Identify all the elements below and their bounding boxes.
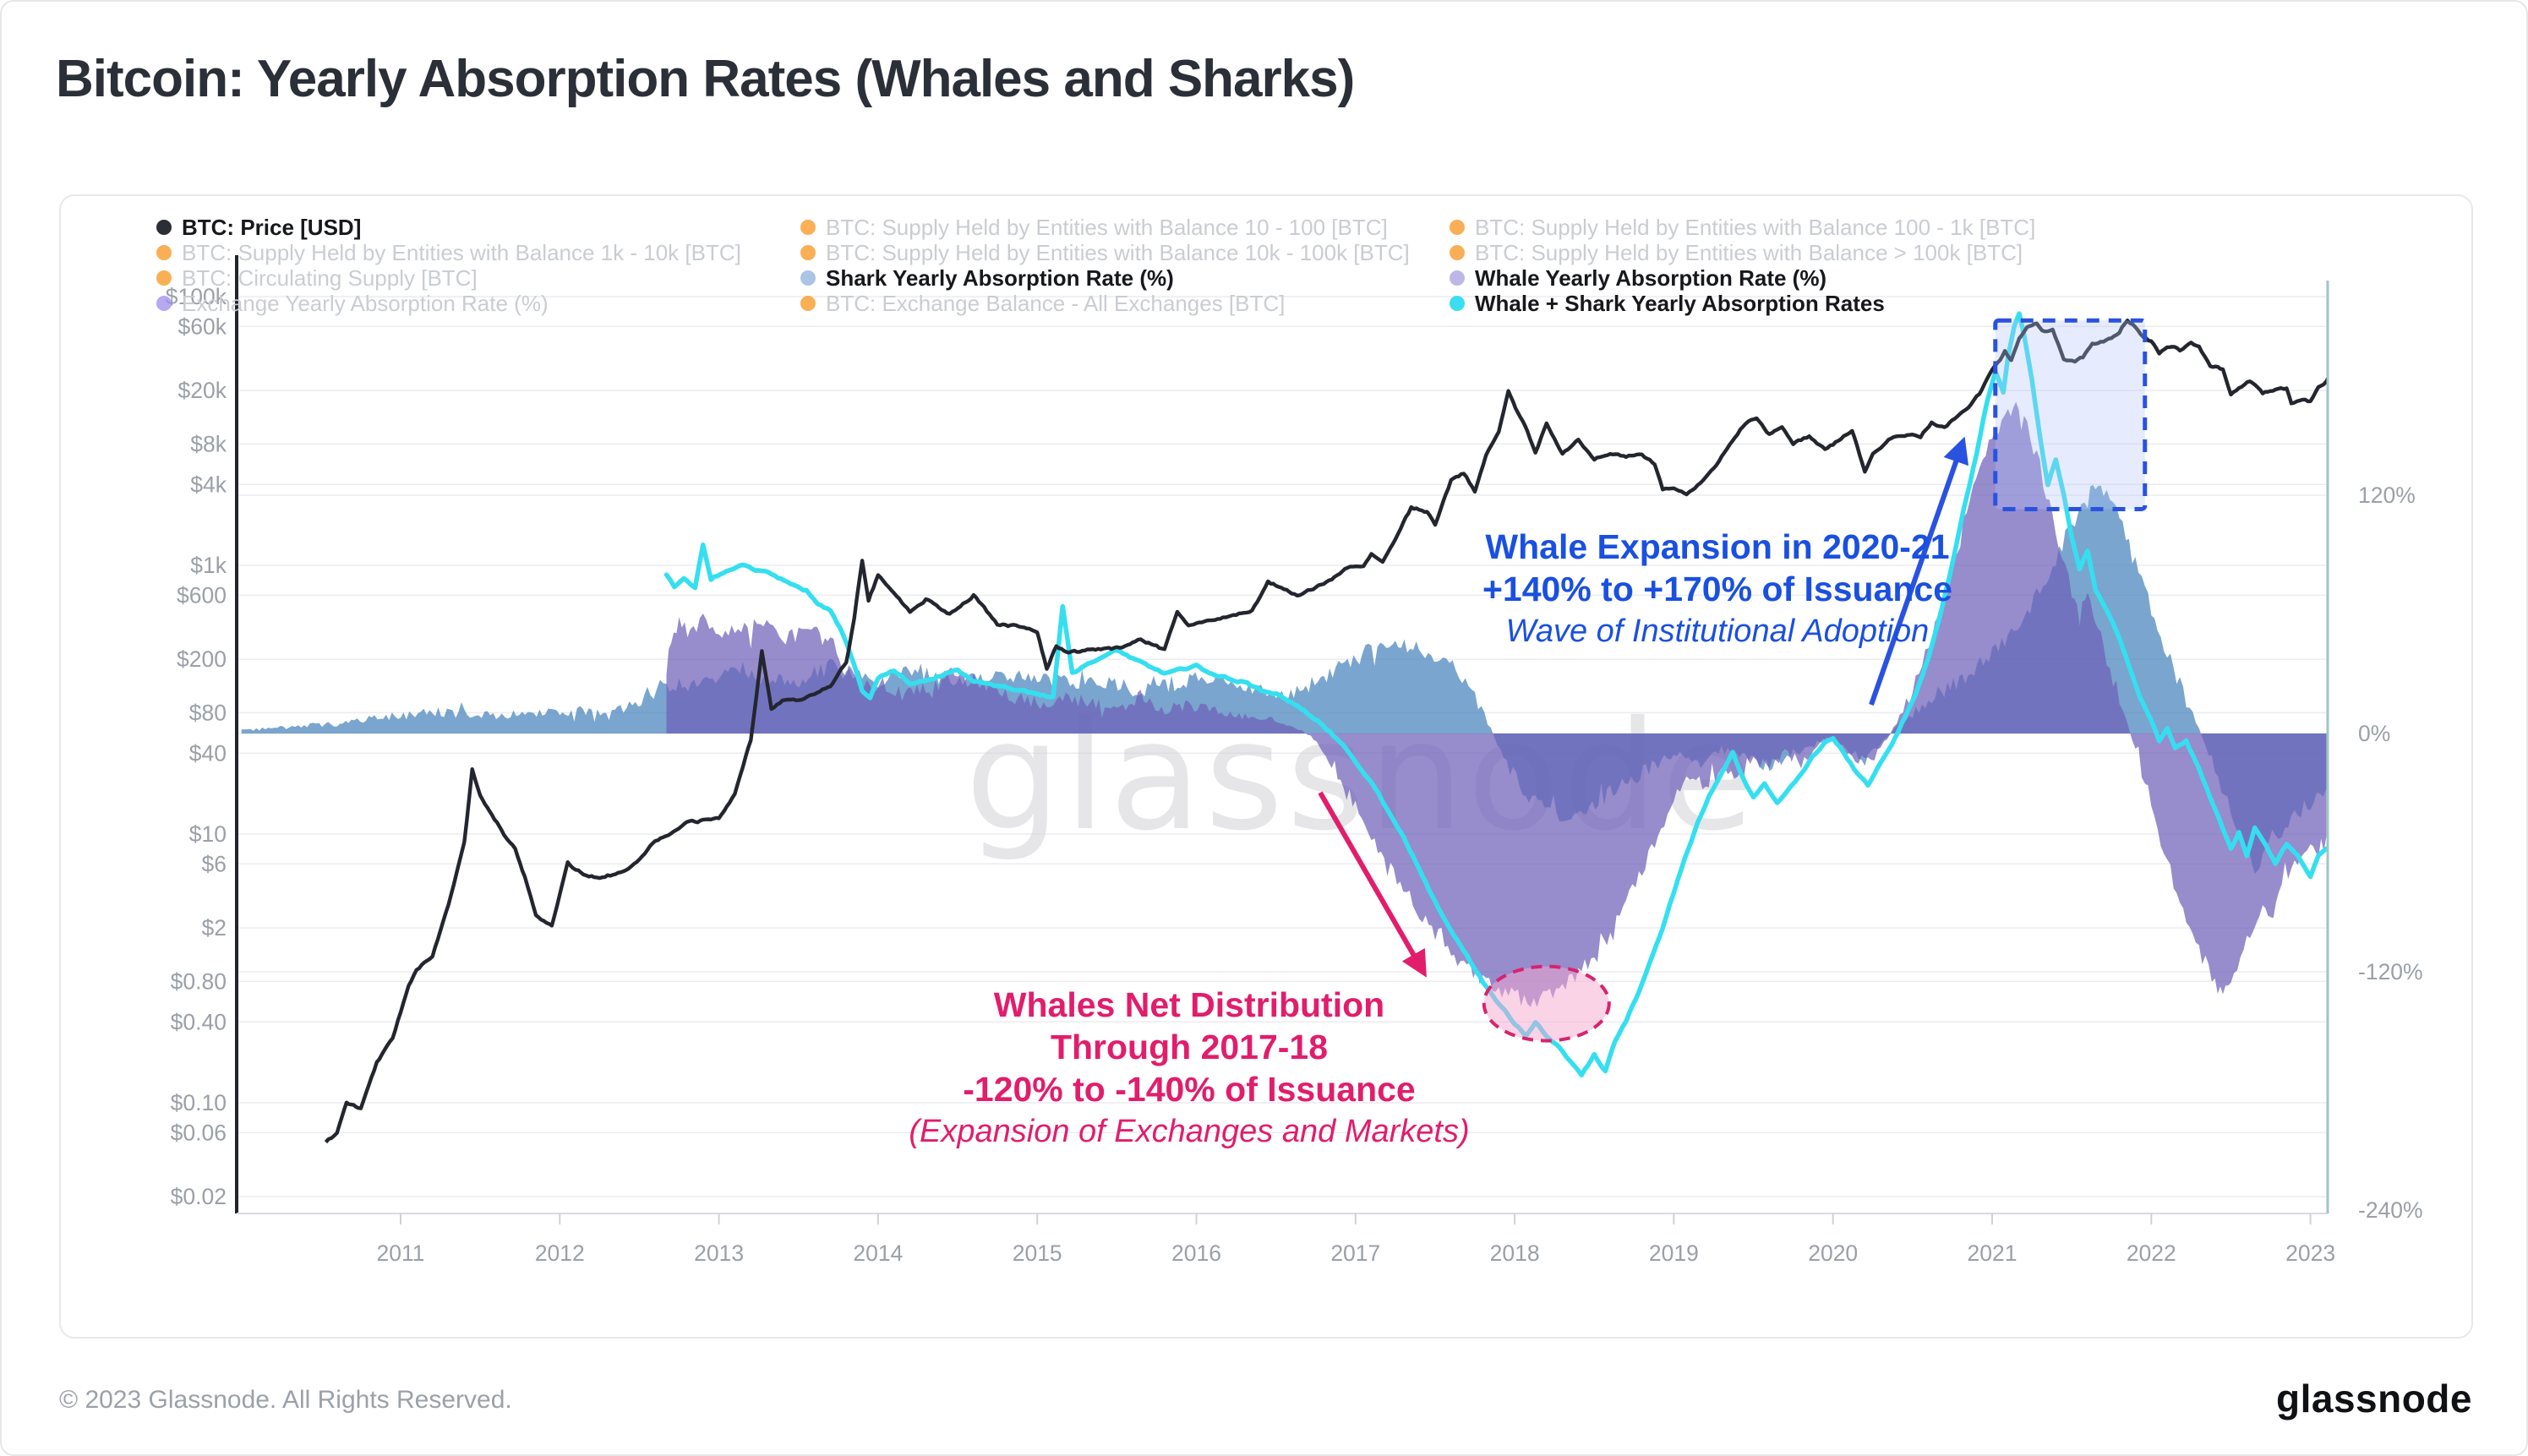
legend-series-label: BTC: Supply Held by Entities with Balanc… bbox=[1475, 214, 2036, 240]
svg-text:$8k: $8k bbox=[190, 431, 227, 456]
svg-text:2021: 2021 bbox=[1968, 1241, 2017, 1266]
svg-text:$0.06: $0.06 bbox=[171, 1120, 227, 1145]
annotation-line: +140% to +170% of Issuance bbox=[1482, 570, 1953, 608]
legend-item[interactable]: BTC: Supply Held by Entities with Balanc… bbox=[800, 215, 1410, 240]
legend-item[interactable]: Exchange Yearly Absorption Rate (%) bbox=[156, 291, 741, 316]
svg-text:2023: 2023 bbox=[2285, 1241, 2335, 1266]
svg-text:2013: 2013 bbox=[694, 1241, 744, 1266]
svg-text:-120%: -120% bbox=[2358, 959, 2423, 984]
legend-series-label: BTC: Exchange Balance - All Exchanges [B… bbox=[826, 290, 1286, 316]
svg-text:0%: 0% bbox=[2358, 721, 2390, 746]
svg-text:$40: $40 bbox=[189, 740, 227, 766]
legend-item[interactable]: Whale + Shark Yearly Absorption Rates bbox=[1450, 291, 2035, 316]
annotation-line: Wave of Institutional Adoption bbox=[1505, 613, 1930, 649]
legend-column: BTC: Price [USD] BTC: Supply Held by Enti… bbox=[156, 215, 741, 316]
legend-series-dot-icon bbox=[156, 270, 172, 286]
svg-text:$1k: $1k bbox=[190, 553, 227, 578]
legend-series-label: BTC: Price [USD] bbox=[182, 214, 362, 240]
legend-series-dot-icon bbox=[156, 296, 172, 311]
legend-series-dot-icon bbox=[1450, 296, 1465, 311]
svg-text:$0.40: $0.40 bbox=[171, 1009, 227, 1034]
legend-series-dot-icon bbox=[800, 245, 816, 260]
svg-text:2019: 2019 bbox=[1649, 1241, 1699, 1266]
legend-item[interactable]: BTC: Supply Held by Entities with Balanc… bbox=[156, 240, 741, 265]
legend-item[interactable]: BTC: Supply Held by Entities with Balanc… bbox=[1450, 215, 2035, 240]
legend-series-dot-icon bbox=[800, 296, 816, 311]
legend-series-dot-icon bbox=[156, 245, 172, 260]
page-title: Bitcoin: Yearly Absorption Rates (Whales… bbox=[56, 50, 1355, 108]
legend-series-label: Exchange Yearly Absorption Rate (%) bbox=[182, 290, 549, 316]
legend-series-dot-icon bbox=[1450, 270, 1465, 286]
legend-item[interactable]: BTC: Supply Held by Entities with Balanc… bbox=[800, 240, 1410, 265]
svg-text:2022: 2022 bbox=[2127, 1241, 2176, 1266]
legend-item[interactable]: Whale Yearly Absorption Rate (%) bbox=[1450, 265, 2035, 291]
legend-series-label: BTC: Supply Held by Entities with Balanc… bbox=[1475, 239, 2023, 265]
chart-card bbox=[59, 194, 2473, 1339]
copyright-text: © 2023 Glassnode. All Rights Reserved. bbox=[59, 1386, 512, 1414]
annotation-line: Whales Net Distribution bbox=[993, 985, 1385, 1024]
svg-text:2018: 2018 bbox=[1490, 1241, 1540, 1266]
glassnode-logo: glassnode bbox=[2275, 1377, 2472, 1421]
legend-series-dot-icon bbox=[800, 220, 816, 235]
svg-text:2016: 2016 bbox=[1171, 1241, 1221, 1266]
svg-text:2020: 2020 bbox=[1808, 1241, 1858, 1266]
legend-series-label: BTC: Supply Held by Entities with Balanc… bbox=[826, 239, 1410, 265]
annotation-line: -120% to -140% of Issuance bbox=[963, 1070, 1416, 1109]
legend-item[interactable]: Shark Yearly Absorption Rate (%) bbox=[800, 265, 1410, 291]
svg-text:2017: 2017 bbox=[1330, 1241, 1380, 1266]
svg-text:$20k: $20k bbox=[178, 378, 227, 403]
annotation-line: Whale Expansion in 2020-21 bbox=[1485, 527, 1950, 566]
legend-column: BTC: Supply Held by Entities with Balanc… bbox=[800, 215, 1410, 316]
legend-series-label: Whale + Shark Yearly Absorption Rates bbox=[1475, 290, 1885, 316]
annotation-whales-distribution: Whales Net Distribution Through 2017-18 … bbox=[881, 984, 1498, 1153]
svg-text:2011: 2011 bbox=[377, 1241, 425, 1266]
legend-series-label: Whale Yearly Absorption Rate (%) bbox=[1475, 264, 1827, 291]
svg-text:$0.80: $0.80 bbox=[171, 968, 227, 994]
svg-text:120%: 120% bbox=[2358, 483, 2416, 508]
legend-series-label: Shark Yearly Absorption Rate (%) bbox=[826, 264, 1174, 291]
annotation-whale-expansion: Whale Expansion in 2020-21 +140% to +170… bbox=[1413, 526, 2022, 652]
svg-text:$60k: $60k bbox=[178, 314, 227, 339]
svg-text:2012: 2012 bbox=[535, 1241, 585, 1266]
svg-text:-240%: -240% bbox=[2358, 1197, 2423, 1223]
svg-text:$200: $200 bbox=[177, 646, 227, 672]
svg-text:$4k: $4k bbox=[190, 472, 227, 497]
legend-item[interactable]: BTC: Supply Held by Entities with Balanc… bbox=[1450, 240, 2035, 265]
legend-item[interactable]: BTC: Exchange Balance - All Exchanges [B… bbox=[800, 291, 1410, 316]
svg-text:$0.02: $0.02 bbox=[171, 1184, 227, 1209]
legend-item[interactable]: BTC: Price [USD] bbox=[156, 215, 741, 240]
legend-column: BTC: Supply Held by Entities with Balanc… bbox=[1450, 215, 2035, 316]
legend-series-label: BTC: Circulating Supply [BTC] bbox=[182, 264, 478, 291]
svg-text:$100k: $100k bbox=[166, 284, 227, 309]
legend-item[interactable]: BTC: Circulating Supply [BTC] bbox=[156, 265, 741, 291]
svg-text:$80: $80 bbox=[189, 700, 227, 725]
svg-text:2014: 2014 bbox=[853, 1241, 903, 1266]
svg-text:$10: $10 bbox=[189, 821, 227, 847]
legend-series-label: BTC: Supply Held by Entities with Balanc… bbox=[826, 214, 1388, 240]
svg-text:$2: $2 bbox=[202, 915, 227, 941]
svg-text:$0.10: $0.10 bbox=[171, 1090, 227, 1115]
annotation-line: (Expansion of Exchanges and Markets) bbox=[909, 1114, 1470, 1149]
svg-text:$600: $600 bbox=[177, 582, 227, 608]
legend-series-dot-icon bbox=[1450, 245, 1465, 260]
legend-series-dot-icon bbox=[800, 270, 816, 286]
legend-series-dot-icon bbox=[156, 220, 172, 235]
annotation-line: Through 2017-18 bbox=[1050, 1028, 1329, 1066]
legend-series-label: BTC: Supply Held by Entities with Balanc… bbox=[182, 239, 741, 265]
legend-series-dot-icon bbox=[1450, 220, 1465, 235]
svg-text:$6: $6 bbox=[202, 851, 227, 876]
svg-text:2015: 2015 bbox=[1013, 1241, 1062, 1266]
